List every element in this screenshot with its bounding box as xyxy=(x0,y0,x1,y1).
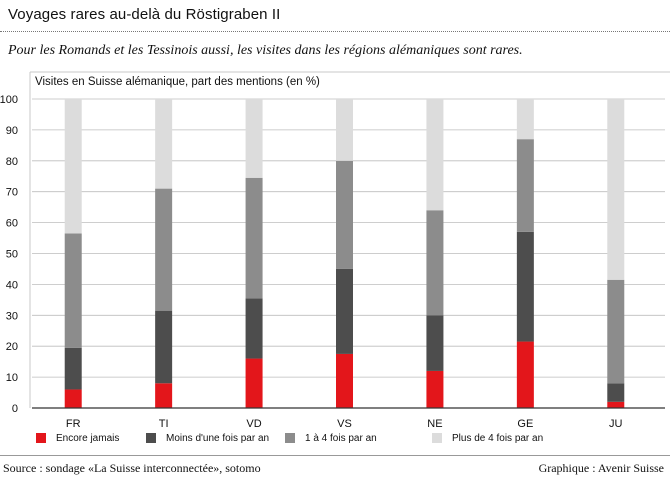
y-tick-label-0: 0 xyxy=(12,403,18,415)
bar-ti-series-0 xyxy=(155,383,173,408)
bar-vs-series-1 xyxy=(336,268,353,354)
bar-vd-series-2 xyxy=(245,177,263,299)
legend-label-3: Plus de 4 fois par an xyxy=(452,432,544,444)
x-tick-label-fr: FR xyxy=(66,418,81,430)
bar-ti-series-1 xyxy=(155,310,173,384)
bar-ju-series-3 xyxy=(607,99,625,280)
chart-title: Voyages rares au-delà du Röstigraben II xyxy=(8,6,281,23)
bar-ju-series-0 xyxy=(607,401,625,408)
y-tick-label-20: 20 xyxy=(6,341,18,353)
legend-item-0: Encore jamais xyxy=(36,430,119,446)
legend-label-1: Moins d'une fois par an xyxy=(166,432,270,444)
legend-swatch-0 xyxy=(36,433,46,443)
bar-vs-series-3 xyxy=(336,99,353,161)
bar-ge-series-1 xyxy=(516,231,534,342)
y-tick-label-70: 70 xyxy=(6,187,18,199)
x-tick-label-ti: TI xyxy=(159,418,169,430)
legend-item-3: Plus de 4 fois par an xyxy=(432,430,543,446)
y-tick-label-90: 90 xyxy=(6,125,18,137)
bar-ne-series-0 xyxy=(426,370,444,408)
bar-ne-series-1 xyxy=(426,315,444,371)
source-note: Source : sondage «La Suisse interconnect… xyxy=(3,461,261,475)
y-tick-label-100: 100 xyxy=(0,94,18,106)
footer-divider xyxy=(0,455,670,456)
bar-ju-series-1 xyxy=(607,383,625,402)
credit-note: Graphique : Avenir Suisse xyxy=(538,461,664,475)
bar-ge-series-3 xyxy=(516,99,534,140)
legend-label-2: 1 à 4 fois par an xyxy=(305,432,377,444)
bar-fr-series-1 xyxy=(64,347,82,390)
bar-vs-series-2 xyxy=(336,160,353,269)
legend-swatch-1 xyxy=(146,433,156,443)
bar-ti-series-2 xyxy=(155,188,173,311)
bar-vd-series-1 xyxy=(245,298,263,359)
bar-ne-series-2 xyxy=(426,210,444,316)
legend-label-0: Encore jamais xyxy=(56,432,120,444)
legend-swatch-2 xyxy=(285,433,295,443)
y-tick-label-40: 40 xyxy=(6,279,18,291)
legend-swatch-3 xyxy=(432,433,442,443)
x-tick-label-ne: NE xyxy=(427,418,442,430)
y-tick-label-80: 80 xyxy=(6,156,18,168)
bar-vs-series-0 xyxy=(336,353,353,408)
bar-ge-series-0 xyxy=(516,341,534,408)
bar-vd-series-3 xyxy=(245,99,263,178)
y-tick-label-60: 60 xyxy=(6,218,18,230)
bar-ne-series-3 xyxy=(426,99,444,211)
chart-subtitle: Pour les Romands et les Tessinois aussi,… xyxy=(8,43,523,58)
x-tick-label-ju: JU xyxy=(609,418,623,430)
bar-ge-series-2 xyxy=(516,139,534,232)
bar-fr-series-0 xyxy=(64,389,82,408)
x-tick-label-ge: GE xyxy=(517,418,533,430)
bar-fr-series-2 xyxy=(64,233,82,348)
y-axis-label: Visites en Suisse alémanique, part des m… xyxy=(35,76,320,88)
legend-item-1: Moins d'une fois par an xyxy=(146,430,269,446)
x-tick-label-vs: VS xyxy=(337,418,352,430)
y-tick-label-10: 10 xyxy=(6,372,18,384)
bar-ti-series-3 xyxy=(155,99,173,189)
bar-vd-series-0 xyxy=(245,358,263,408)
title-divider xyxy=(0,31,670,32)
y-tick-label-50: 50 xyxy=(6,249,18,261)
bar-ju-series-2 xyxy=(607,279,625,384)
x-tick-label-vd: VD xyxy=(246,418,261,430)
chart-legend: Encore jamais Moins d'une fois par an 1 à … xyxy=(0,430,670,450)
legend-item-2: 1 à 4 fois par an xyxy=(285,430,377,446)
y-tick-label-30: 30 xyxy=(6,310,18,322)
bar-fr-series-3 xyxy=(64,99,82,234)
